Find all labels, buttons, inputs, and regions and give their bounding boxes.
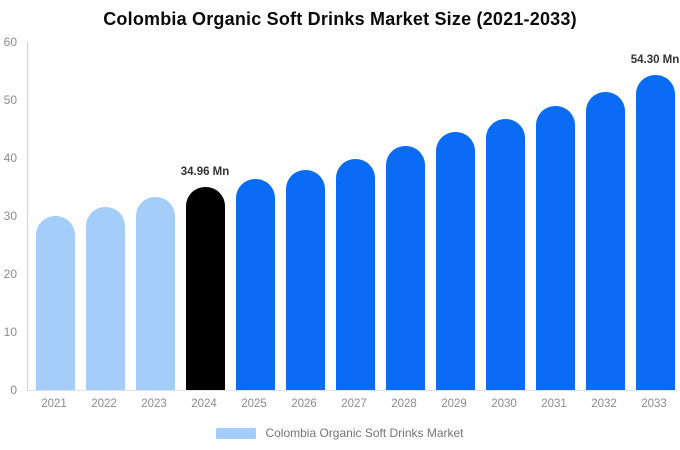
bar-2027[interactable] bbox=[335, 159, 375, 390]
x-tick-label-2024: 2024 bbox=[191, 398, 217, 410]
x-tick-label-2026: 2026 bbox=[291, 398, 317, 410]
bar-2023[interactable] bbox=[135, 197, 175, 390]
y-tick-label-40: 40 bbox=[3, 151, 17, 165]
y-tick-label-20: 20 bbox=[3, 267, 17, 281]
bar-2026[interactable] bbox=[285, 170, 325, 390]
x-tick-label-2021: 2021 bbox=[41, 398, 67, 410]
bar-2032[interactable] bbox=[585, 92, 625, 390]
bar-2024[interactable] bbox=[185, 187, 225, 390]
chart-title: Colombia Organic Soft Drinks Market Size… bbox=[103, 9, 577, 29]
y-tick-label-30: 30 bbox=[3, 209, 17, 223]
x-tick-label-2023: 2023 bbox=[141, 398, 167, 410]
x-tick-label-2031: 2031 bbox=[541, 398, 567, 410]
legend-label[interactable]: Colombia Organic Soft Drinks Market bbox=[265, 426, 464, 440]
x-tick-label-2030: 2030 bbox=[491, 398, 517, 410]
y-tick-label-60: 60 bbox=[3, 35, 17, 49]
x-tick-label-2032: 2032 bbox=[591, 398, 617, 410]
bar-2030[interactable] bbox=[485, 119, 525, 390]
plot-area: 34.96 Mn 54.30 Mn bbox=[27, 42, 680, 391]
x-tick-label-2033: 2033 bbox=[641, 398, 667, 410]
bar-2025[interactable] bbox=[235, 179, 275, 390]
y-tick-label-10: 10 bbox=[3, 325, 17, 339]
bar-2031[interactable] bbox=[535, 106, 575, 390]
data-label-2024: 34.96 Mn bbox=[180, 165, 230, 178]
data-label-2033: 54.30 Mn bbox=[630, 53, 680, 66]
bar-2029[interactable] bbox=[435, 132, 475, 390]
bar-2021[interactable] bbox=[35, 216, 75, 390]
x-tick-label-2022: 2022 bbox=[91, 398, 117, 410]
bar-2022[interactable] bbox=[85, 207, 125, 390]
legend: Colombia Organic Soft Drinks Market bbox=[0, 426, 680, 440]
bar-2033[interactable] bbox=[635, 75, 675, 390]
legend-swatch[interactable] bbox=[216, 427, 257, 439]
x-tick-label-2027: 2027 bbox=[341, 398, 367, 410]
x-tick-label-2025: 2025 bbox=[241, 398, 267, 410]
x-tick-label-2029: 2029 bbox=[441, 398, 467, 410]
y-tick-label-50: 50 bbox=[3, 93, 17, 107]
bar-2028[interactable] bbox=[385, 146, 425, 390]
x-tick-label-2028: 2028 bbox=[391, 398, 417, 410]
y-tick-label-0: 0 bbox=[10, 383, 17, 397]
